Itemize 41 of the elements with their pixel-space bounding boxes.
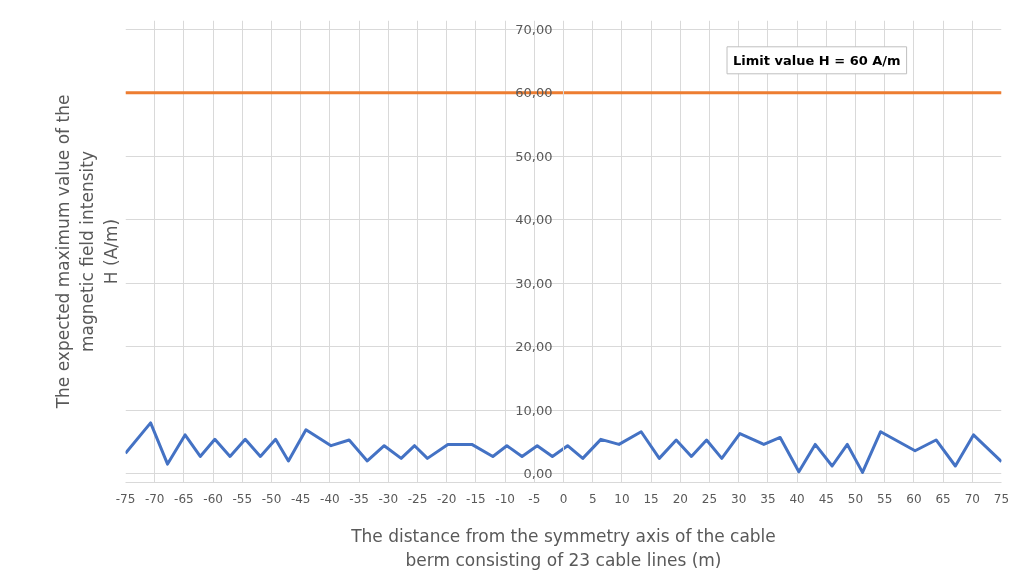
x-tick-label: -70 bbox=[144, 491, 165, 506]
y-tick-label: 40,00 bbox=[515, 212, 553, 228]
x-tick-label: -55 bbox=[232, 491, 253, 506]
x-axis-title: The distance from the symmetry axis of the cable berm consisting of 23 cable lines (m) bbox=[350, 525, 776, 570]
x-tick-label: 50 bbox=[847, 491, 864, 506]
x-tick-label: -35 bbox=[349, 491, 369, 506]
x-tick-label: -40 bbox=[320, 491, 340, 506]
x-tick-label: 35 bbox=[760, 491, 776, 506]
y-tick-label: 10,00 bbox=[515, 402, 553, 418]
y-axis-title: The expected maximum value of the magnetic field intensity H (A/m) bbox=[52, 94, 121, 410]
x-tick-label: 25 bbox=[701, 491, 718, 506]
x-tick-label: 45 bbox=[818, 491, 834, 506]
x-tick-label: 20 bbox=[672, 491, 688, 506]
ref-line-label: Limit value H = 60 A/m bbox=[733, 52, 901, 68]
y-tick-label: 30,00 bbox=[515, 275, 553, 291]
x-tick-label: 10 bbox=[614, 491, 630, 506]
x-tick-label: 65 bbox=[935, 491, 951, 506]
x-tick-label: -15 bbox=[466, 491, 486, 506]
x-tick-label: -65 bbox=[174, 491, 194, 506]
x-tick-label: 55 bbox=[877, 491, 893, 506]
x-tick-label: 30 bbox=[731, 491, 747, 506]
x-tick-label: 75 bbox=[993, 491, 1010, 506]
y-tick-label: 70,00 bbox=[515, 21, 553, 37]
x-tick-label: -5 bbox=[528, 491, 541, 506]
x-tick-label: 60 bbox=[906, 491, 922, 506]
x-tick-label: -45 bbox=[290, 491, 311, 506]
x-tick-label: 15 bbox=[643, 491, 659, 506]
x-tick-label: 40 bbox=[789, 491, 805, 506]
y-tick-label: 20,00 bbox=[515, 339, 553, 355]
x-tick-label: -75 bbox=[115, 491, 136, 506]
x-tick-label: -20 bbox=[436, 491, 457, 506]
x-tick-label: 5 bbox=[588, 491, 597, 506]
y-tick-label: 50,00 bbox=[515, 148, 553, 164]
x-tick-label: 0 bbox=[559, 491, 568, 506]
x-tick-label: -10 bbox=[495, 491, 515, 506]
y-tick-label: 0,00 bbox=[523, 466, 553, 482]
x-tick-label: -60 bbox=[203, 491, 223, 506]
x-tick-label: -50 bbox=[261, 491, 282, 506]
x-tick-label: -25 bbox=[407, 491, 428, 506]
x-tick-label: -30 bbox=[378, 491, 399, 506]
x-tick-label: 70 bbox=[964, 491, 980, 506]
